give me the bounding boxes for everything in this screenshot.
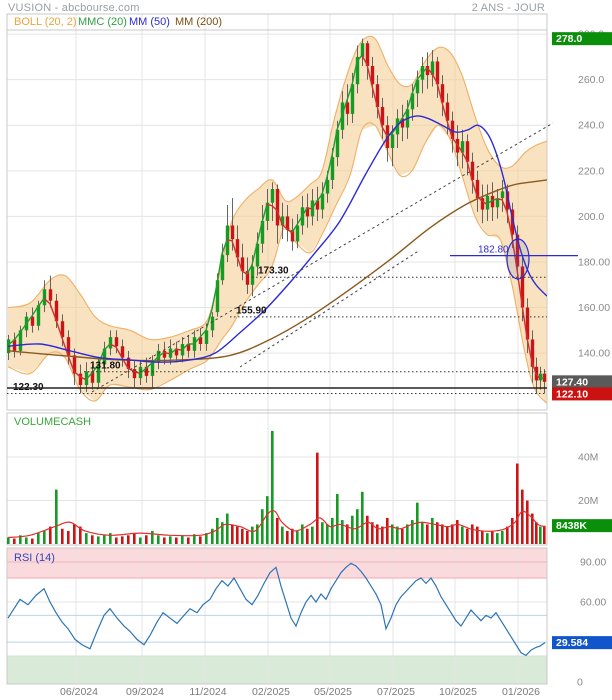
rsi-section-label: RSI (14) [14, 552, 55, 564]
legend-mm50: MM (50) [129, 16, 170, 28]
svg-text:220.0: 220.0 [578, 165, 604, 177]
svg-text:90.00: 90.00 [580, 557, 606, 569]
svg-text:05/2025: 05/2025 [314, 686, 352, 698]
svg-text:200.0: 200.0 [578, 211, 604, 223]
svg-text:8438K: 8438K [556, 520, 587, 532]
price-badge: 278.0 [552, 32, 612, 46]
legend-mmc20: MMC (20) [78, 16, 127, 28]
volume-badge: 8438K [552, 519, 612, 533]
svg-text:20M: 20M [578, 495, 598, 507]
level-label: 173.30 [258, 266, 289, 277]
svg-text:09/2024: 09/2024 [126, 686, 164, 698]
x-axis-labels: 06/2024 09/2024 11/2024 02/2025 05/2025 07/20… [60, 686, 540, 698]
price-badge: 122.10 [552, 387, 612, 401]
svg-text:122.10: 122.10 [556, 388, 588, 400]
svg-text:278.0: 278.0 [556, 33, 582, 45]
svg-text:0: 0 [577, 677, 583, 689]
annotation-182-80: 182.80 [450, 238, 578, 280]
volume-ma-line [7, 509, 546, 539]
svg-text:11/2024: 11/2024 [189, 686, 226, 698]
rsi-bands [7, 548, 547, 684]
volume-bars [7, 430, 546, 544]
rsi-line [7, 562, 546, 657]
svg-text:180.00: 180.00 [578, 256, 610, 268]
svg-text:01/2026: 01/2026 [502, 686, 540, 698]
svg-text:06/2024: 06/2024 [60, 686, 98, 698]
svg-text:40M: 40M [578, 452, 598, 464]
svg-text:07/2025: 07/2025 [377, 686, 415, 698]
svg-text:127.40: 127.40 [556, 376, 588, 388]
price-badge: 127.40 [552, 375, 612, 389]
legend-mm200: MM (200) [175, 16, 223, 28]
right-axis: 280.0260.0240.0220.0200.0180.00160.00140… [577, 29, 610, 689]
svg-text:160.00: 160.00 [578, 302, 610, 314]
legend-boll: BOLL (20, 2) [14, 16, 77, 28]
svg-text:60.00: 60.00 [580, 597, 606, 609]
rsi-badge: 29.584 [552, 636, 612, 650]
trend-lines [91, 122, 554, 393]
mmc20-line [7, 54, 545, 381]
mm50-line [7, 115, 547, 363]
volume-section-label: VOLUMECASH [14, 416, 92, 428]
svg-text:10/2025: 10/2025 [439, 686, 477, 698]
chart-period: 2 ANS - JOUR [471, 2, 545, 14]
svg-text:140.00: 140.00 [578, 348, 610, 360]
chart-title: VUSION - abcbourse.com [8, 2, 140, 14]
level-label: 155.90 [236, 305, 267, 316]
panel-borders [6, 13, 548, 685]
svg-text:260.0: 260.0 [578, 74, 604, 86]
annotation-price-label: 182.80 [478, 245, 509, 256]
svg-text:29.584: 29.584 [556, 637, 588, 649]
svg-text:240.0: 240.0 [578, 120, 604, 132]
svg-text:02/2025: 02/2025 [252, 686, 290, 698]
level-label: 131.80 [90, 360, 121, 371]
